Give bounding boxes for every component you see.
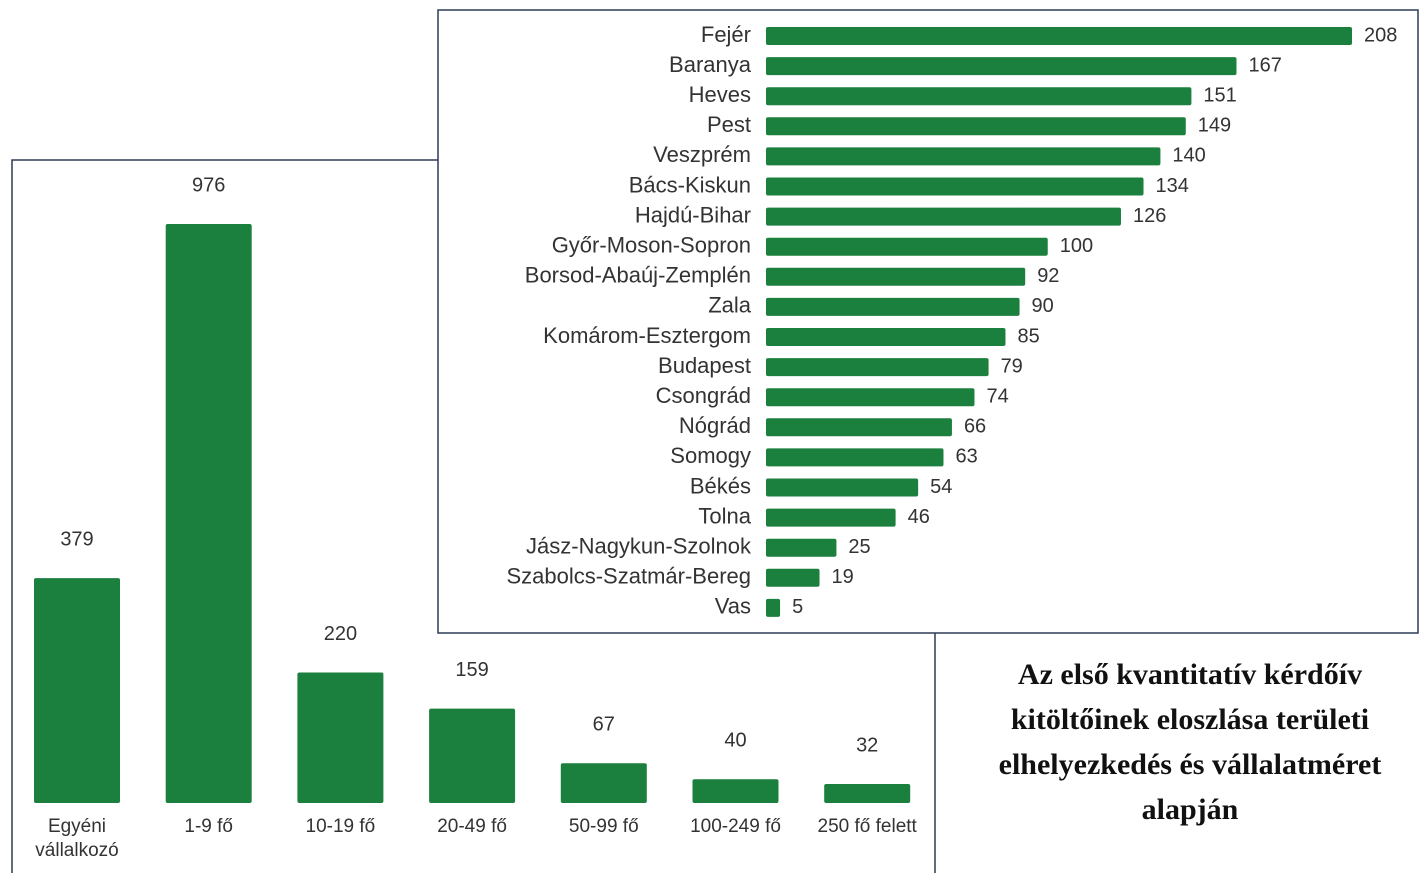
bar xyxy=(766,267,1026,286)
value-label: 46 xyxy=(908,506,930,528)
category-label: 20-49 fő xyxy=(437,816,507,837)
category-label: Borsod-Abaúj-Zemplén xyxy=(525,263,751,288)
bar xyxy=(766,27,1352,45)
value-label: 19 xyxy=(832,566,854,588)
bar xyxy=(766,448,944,467)
category-label: Békés xyxy=(690,473,751,498)
value-label: 5 xyxy=(792,596,803,618)
category-label: 10-19 fő xyxy=(305,816,376,837)
category-label: Komárom-Esztergom xyxy=(543,323,751,348)
value-label: 74 xyxy=(986,385,1008,407)
category-label: Jász-Nagykun-Szolnok xyxy=(526,534,752,559)
category-label: Hajdú-Bihar xyxy=(635,202,751,227)
bar xyxy=(766,177,1144,196)
bar xyxy=(766,328,1006,346)
value-label: 167 xyxy=(1248,54,1281,76)
category-label: Veszprém xyxy=(653,142,751,167)
bar xyxy=(766,508,896,527)
bar xyxy=(297,672,384,803)
category-label: Győr-Moson-Sopron xyxy=(552,233,751,258)
value-label: 149 xyxy=(1198,115,1231,137)
category-label: Csongrád xyxy=(656,383,751,408)
value-label: 90 xyxy=(1032,295,1054,317)
value-label: 100 xyxy=(1060,235,1093,257)
top-chart-frame xyxy=(437,9,1419,634)
category-label: Nógrád xyxy=(679,413,751,438)
category-label: 250 fő felett xyxy=(817,816,917,837)
category-label: Budapest xyxy=(658,353,751,378)
value-label: 85 xyxy=(1017,325,1039,347)
value-label: 63 xyxy=(955,446,977,468)
value-label: 208 xyxy=(1364,24,1397,46)
bar xyxy=(766,568,820,587)
value-label: 379 xyxy=(60,528,93,550)
category-label: Bács-Kiskun xyxy=(629,172,751,197)
category-label: Vas xyxy=(715,594,751,619)
bar xyxy=(824,784,911,803)
value-label: 126 xyxy=(1133,205,1166,227)
value-label: 220 xyxy=(324,623,357,645)
bottom-chart-frame xyxy=(11,159,438,873)
bar xyxy=(766,538,837,557)
category-label: 50-99 fő xyxy=(568,816,639,837)
category-label: Fejér xyxy=(701,22,751,47)
bar xyxy=(766,388,975,407)
value-label: 32 xyxy=(856,734,878,756)
value-label: 54 xyxy=(930,476,952,498)
category-label: Egyéni vállalkozó xyxy=(35,816,119,861)
category-label: Heves xyxy=(689,82,751,107)
bar xyxy=(165,224,252,803)
value-label: 159 xyxy=(455,659,488,681)
bar xyxy=(766,117,1186,136)
category-label: Szabolcs-Szatmár-Bereg xyxy=(506,564,751,589)
category-label: 100-249 fő xyxy=(690,816,781,837)
category-label: Pest xyxy=(707,112,751,137)
value-label: 140 xyxy=(1172,145,1205,167)
value-label: 25 xyxy=(848,536,870,558)
bar xyxy=(766,87,1192,106)
category-label: Baranya xyxy=(669,52,752,77)
bar xyxy=(766,147,1161,166)
category-label: Zala xyxy=(708,293,752,318)
bar xyxy=(766,297,1020,316)
category-label: Tolna xyxy=(698,503,751,528)
value-label: 67 xyxy=(593,714,615,736)
bar xyxy=(766,418,952,437)
bar xyxy=(766,478,919,497)
value-label: 79 xyxy=(1001,355,1023,377)
caption: Az első kvantitatív kérdőív kitöltőinek … xyxy=(998,658,1382,826)
bar xyxy=(34,578,120,803)
bar xyxy=(766,598,781,617)
bar xyxy=(692,779,779,803)
value-label: 134 xyxy=(1156,175,1189,197)
bar xyxy=(766,207,1121,226)
value-label: 92 xyxy=(1037,265,1059,287)
bar xyxy=(429,708,516,803)
value-label: 151 xyxy=(1203,84,1236,106)
bar xyxy=(766,57,1237,76)
value-label: 976 xyxy=(192,174,225,196)
category-label: 1-9 fő xyxy=(184,816,233,837)
bar xyxy=(766,237,1048,256)
value-label: 40 xyxy=(724,730,746,752)
category-label: Somogy xyxy=(670,443,751,468)
bar xyxy=(766,358,989,377)
bar xyxy=(560,763,647,803)
value-label: 66 xyxy=(964,416,986,438)
